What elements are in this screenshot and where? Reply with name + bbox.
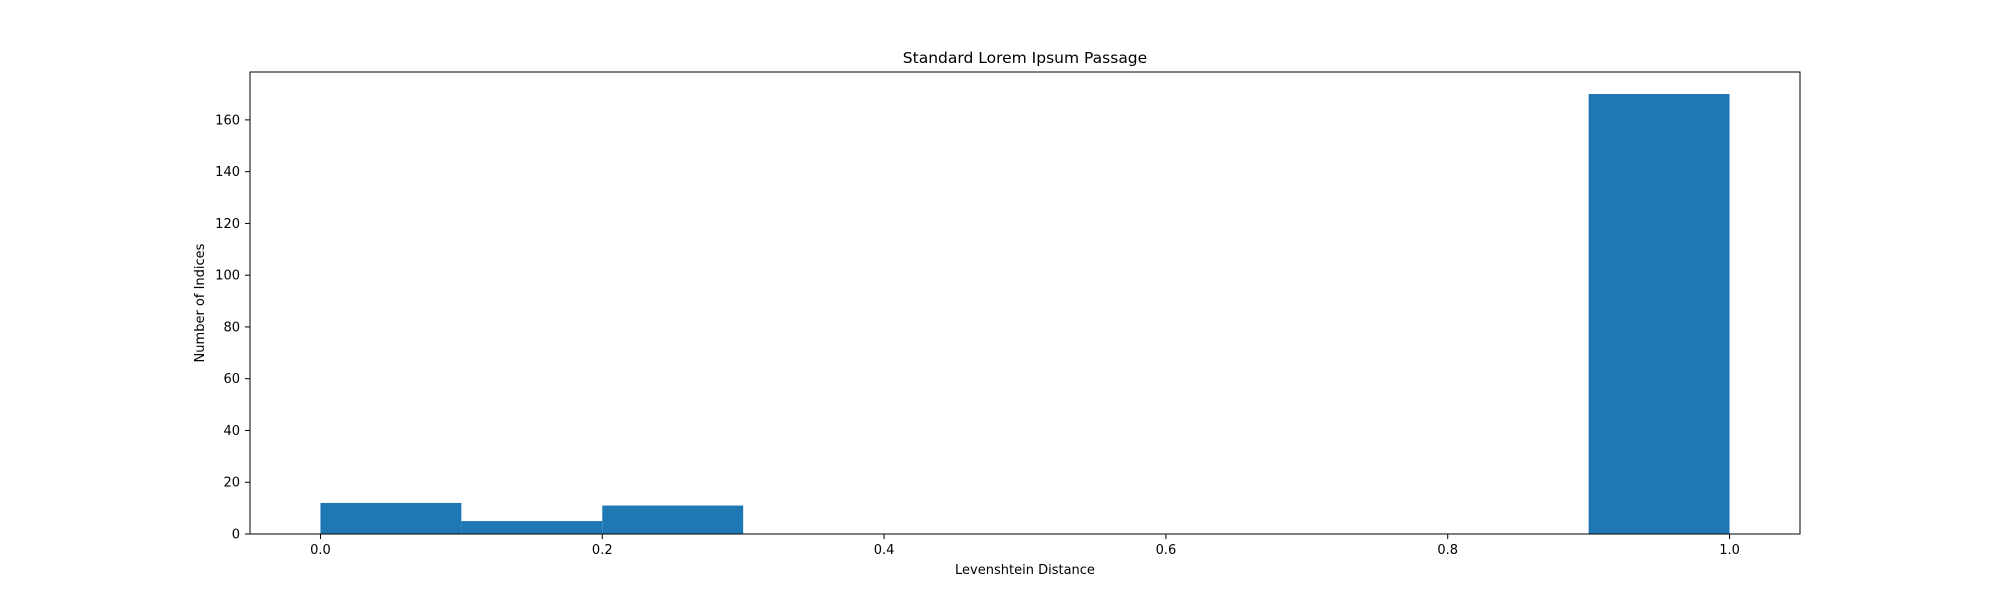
x-tick-label: 0.8	[1437, 543, 1458, 558]
x-tick-label: 0.6	[1156, 543, 1177, 558]
x-axis-ticks: 0.0 0.2 0.4 0.6 0.8 1.0	[310, 534, 1740, 558]
x-tick-label: 0.0	[310, 543, 331, 558]
x-tick-label: 0.4	[874, 543, 895, 558]
y-tick-label: 120	[215, 217, 240, 232]
y-tick-label: 80	[223, 320, 240, 335]
y-tick-label: 60	[223, 372, 240, 387]
x-tick-label: 0.2	[592, 543, 613, 558]
histogram-bar-0	[320, 502, 462, 534]
y-tick-label: 140	[215, 165, 240, 180]
y-axis-ticks: 0 20 40 60 80 100 120 140 160	[215, 113, 250, 543]
histogram-bar-2	[602, 505, 744, 534]
y-axis-label: Number of Indices	[193, 243, 208, 362]
histogram-bar-1	[461, 521, 603, 534]
y-tick-label: 160	[215, 113, 240, 128]
x-axis-label: Levenshtein Distance	[955, 563, 1095, 578]
x-tick-label: 1.0	[1719, 543, 1740, 558]
histogram-bar-9	[1588, 94, 1730, 534]
bars-group	[320, 94, 1730, 534]
y-tick-label: 20	[223, 476, 240, 491]
y-tick-label: 100	[215, 269, 240, 284]
y-tick-label: 40	[223, 424, 240, 439]
y-tick-label: 0	[232, 528, 240, 543]
plot-frame	[249, 71, 1801, 535]
chart-title: Standard Lorem Ipsum Passage	[903, 49, 1147, 67]
